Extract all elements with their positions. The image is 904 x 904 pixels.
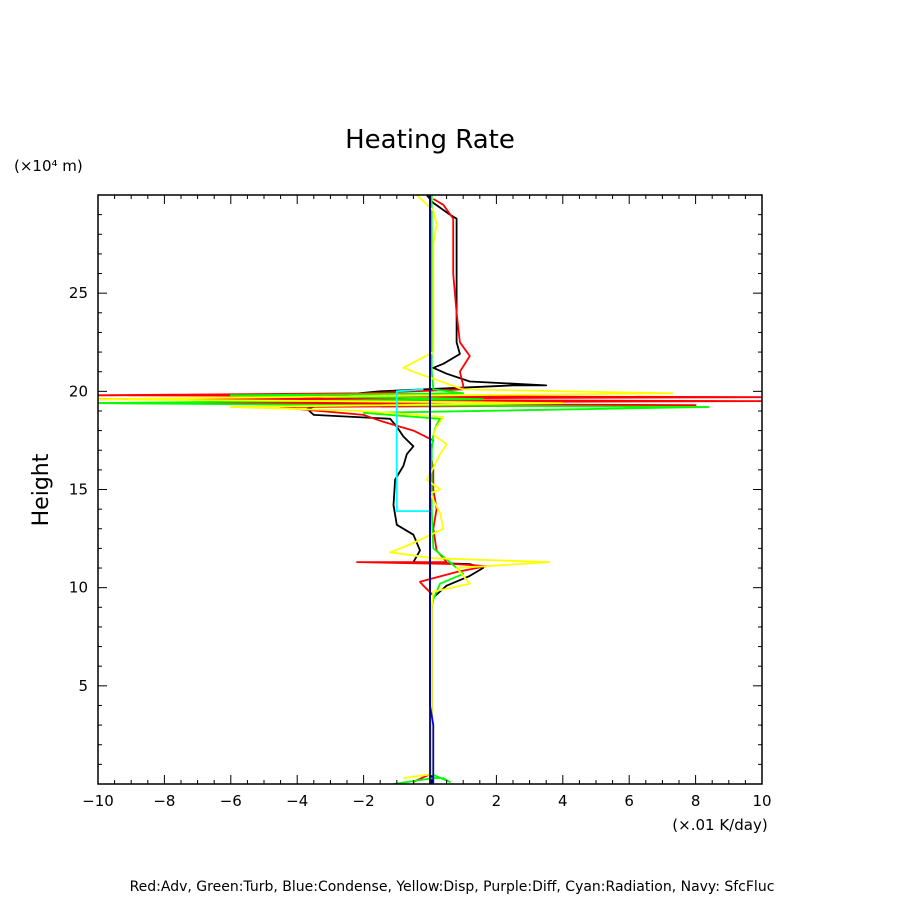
x-tick-label: 8 (691, 792, 701, 810)
chart-title: Heating Rate (345, 125, 515, 155)
plot-frame (97, 194, 763, 785)
y-axis-label: Height (29, 453, 54, 526)
x-tick-label: −8 (153, 792, 175, 810)
series-line-4 (395, 388, 430, 513)
x-tick-label: −4 (286, 792, 308, 810)
x-tick-label: 2 (492, 792, 502, 810)
x-tick-label: 0 (425, 792, 435, 810)
series-line-1 (98, 198, 762, 783)
x-tick-label: −6 (220, 792, 242, 810)
y-tick-label: 10 (69, 579, 88, 597)
y-tick-label: 5 (78, 677, 88, 695)
x-axis-unit: (×.01 K/day) (672, 816, 767, 834)
y-tick-label: 15 (69, 481, 88, 499)
x-tick-label: 6 (624, 792, 634, 810)
x-tick-label: −10 (82, 792, 114, 810)
x-tick-label: 10 (752, 792, 771, 810)
y-tick-label: 20 (69, 382, 88, 400)
series-layer (98, 195, 762, 784)
x-tick-label: −2 (353, 792, 375, 810)
series-line-3 (98, 195, 674, 779)
x-tick-label: 4 (558, 792, 568, 810)
y-tick-label: 25 (69, 284, 88, 302)
legend-caption: Red:Adv, Green:Turb, Blue:Condense, Yell… (130, 879, 775, 895)
y-axis-unit: (×10⁴ m) (14, 157, 83, 175)
